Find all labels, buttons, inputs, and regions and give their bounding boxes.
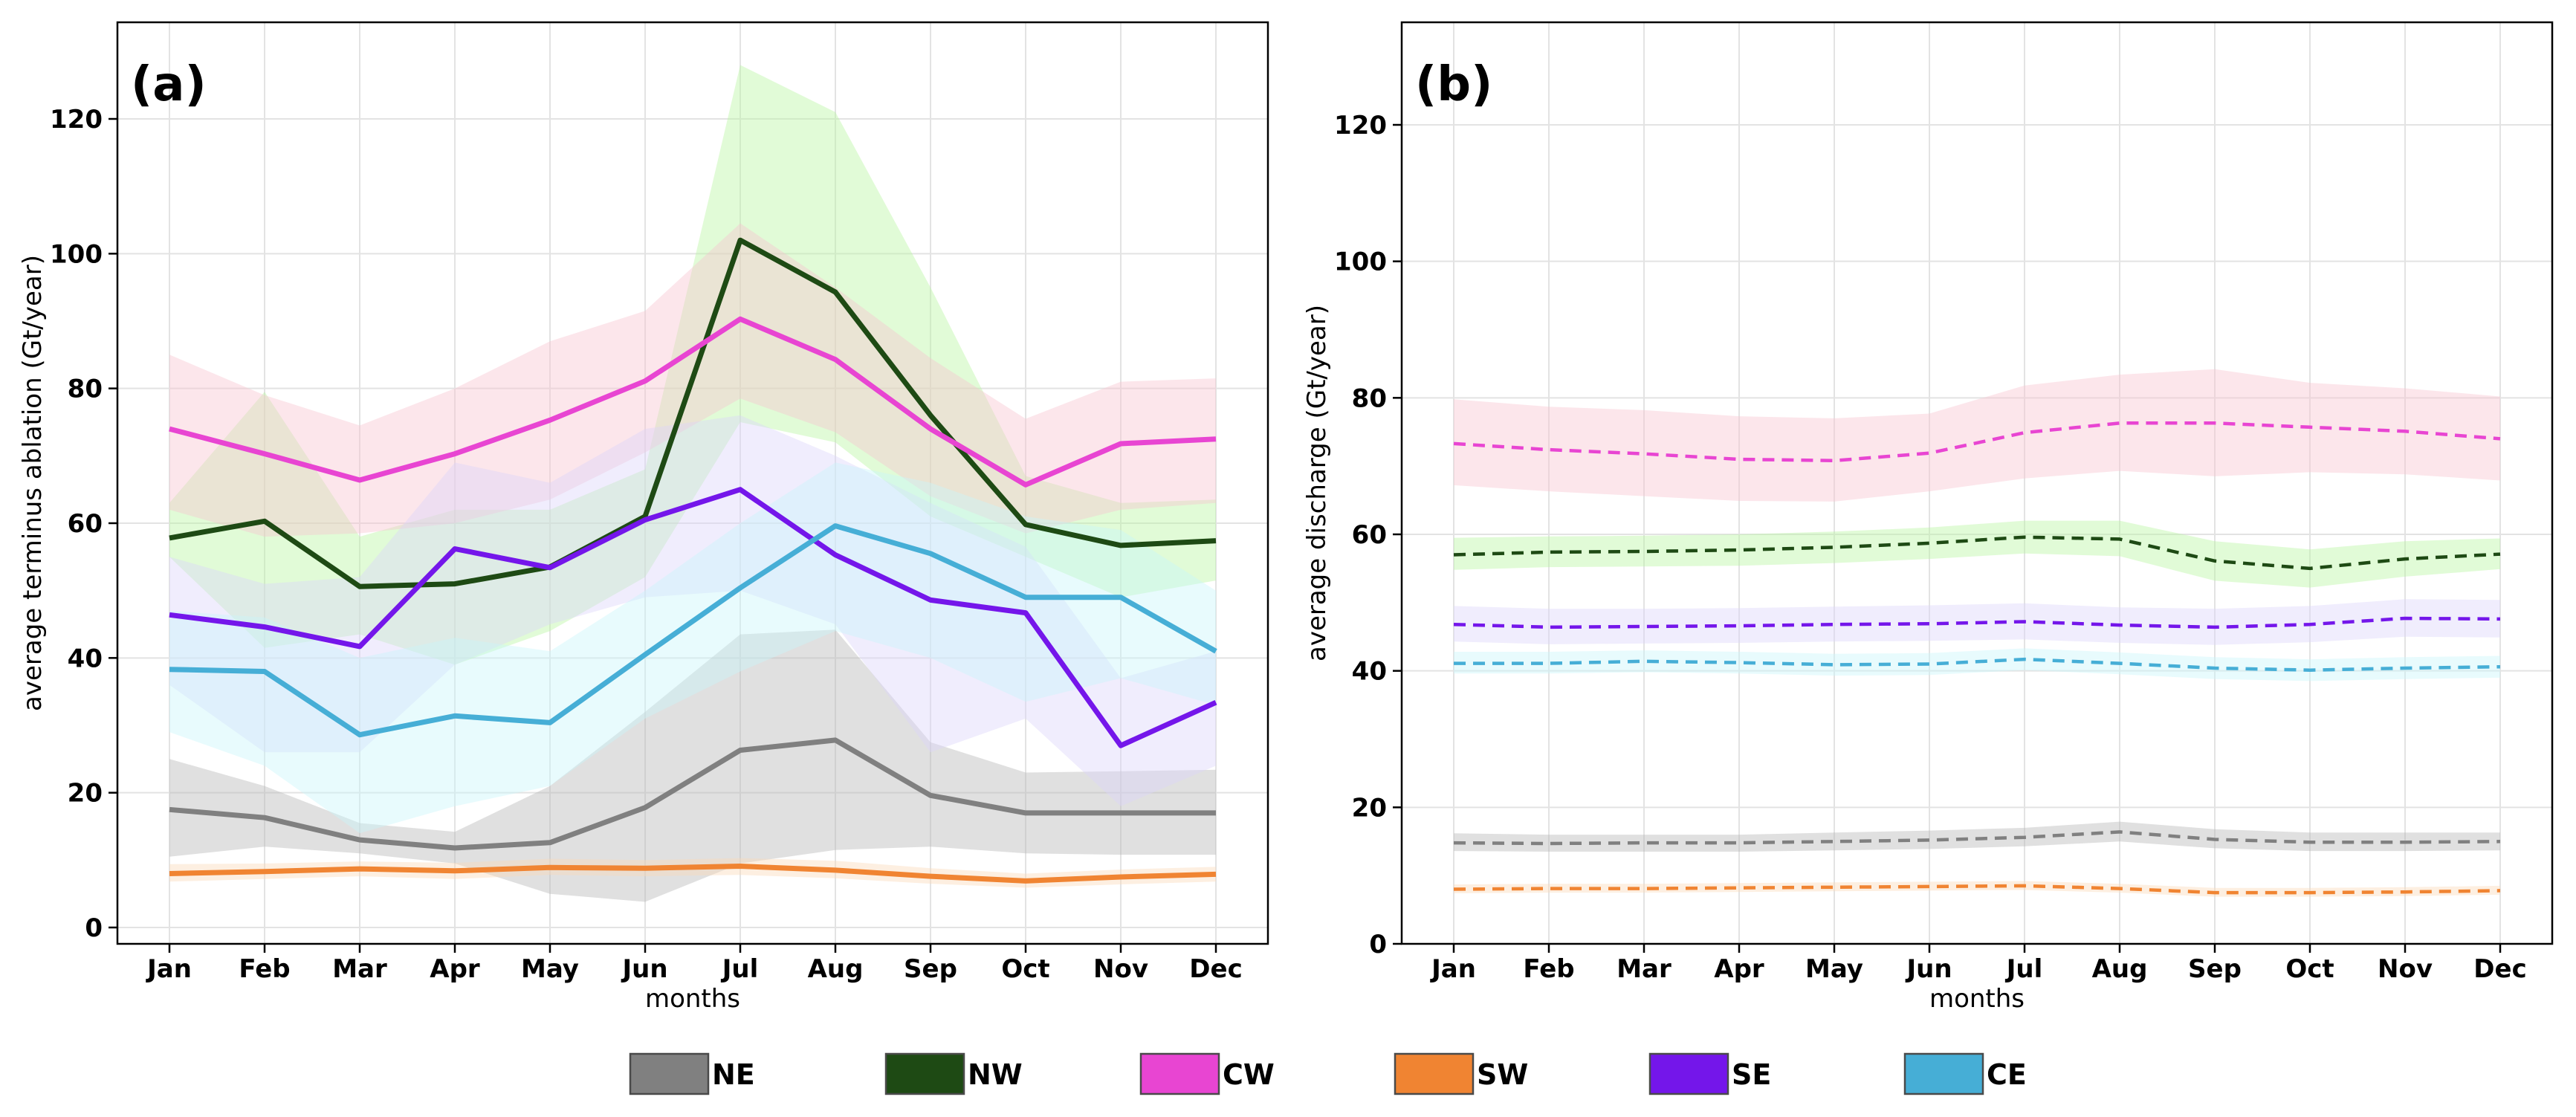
ytick-label-40: 40 [68,644,103,673]
legend-label-ne: NE [712,1058,755,1091]
xtick-label-may: May [521,954,579,984]
band-ne [1454,821,2500,852]
xtick-label-sep: Sep [904,954,957,984]
series-line-sw [169,864,1217,884]
panel-label-a: (a) [131,57,207,112]
band-sw [1454,881,2500,897]
xtick-label-nov: Nov [2378,954,2433,984]
legend-swatch-ce [1903,1052,1984,1095]
ytick-label-40: 40 [1352,657,1387,687]
ytick-label-60: 60 [68,509,103,539]
panel-label-b: (b) [1415,57,1492,112]
series-line-nw [1453,535,2501,571]
xtick-label-mar: Mar [1617,954,1672,984]
xtick-label-aug: Aug [808,954,864,984]
xtick-label-oct: Oct [2285,954,2334,984]
x-axis-label-a: months [645,984,740,1014]
series-line-ce [1454,657,2501,672]
grid-b [1402,22,2552,945]
series-line-ne [169,737,1216,851]
series-line-cw [169,316,1217,488]
legend-label-se: SE [1732,1058,1771,1091]
grid-a [117,22,1268,944]
ytick-label-120: 120 [1334,111,1387,140]
series-line-ce [169,523,1217,738]
xtick-label-aug: Aug [2092,954,2148,984]
xtick-label-jul: Jul [2005,954,2043,984]
band-se [169,415,1216,806]
xtick-label-jun: Jun [1905,954,1952,984]
band-ce [169,462,1216,834]
xtick-label-mar: Mar [332,954,387,984]
band-nw [1454,520,2500,588]
xtick-label-may: May [1805,954,1863,984]
xtick-label-sep: Sep [2188,954,2242,984]
legend-label-nw: NW [968,1058,1023,1091]
ytick-label-0: 0 [85,913,103,943]
xtick-label-jul: Jul [721,954,759,984]
xtick-label-dec: Dec [2473,954,2526,984]
series-line-sw [1453,884,2501,895]
band-ce [1454,648,2500,681]
legend-swatch-nw [884,1052,965,1095]
series-line-nw [169,237,1217,589]
series-line-cw [1453,421,2501,463]
legend-label-sw: SW [1477,1058,1528,1091]
band-nw [169,65,1216,665]
xtick-label-nov: Nov [1093,954,1148,984]
xtick-label-feb: Feb [1523,954,1574,984]
panel-b-discharge: Jan Feb Mar Apr May Jun Jul Aug Sep Oct Nov Dec 0 20 4… [1302,21,2554,1014]
ytick-label-120: 120 [50,105,103,135]
band-cw [1454,369,2500,502]
xtick-label-jun: Jun [621,954,667,984]
xtick-label-jan: Jan [146,954,192,984]
series-line-ne [1453,830,2501,846]
legend-swatch-se [1648,1052,1729,1095]
x-axis-label-b: months [1929,984,2025,1014]
xtick-label-jan: Jan [1430,954,1476,984]
series-line-se [1453,616,2501,629]
xtick-label-oct: Oct [1001,954,1049,984]
ytick-label-60: 60 [1352,520,1387,550]
y-axis-label-b: average discharge (Gt/year) [1302,305,1332,661]
legend-label-cw: CW [1223,1058,1275,1091]
ytick-label-100: 100 [50,239,103,269]
band-ne [169,629,1216,902]
series-line-se [169,487,1217,748]
legend: NE NW CW SW SE CE [629,1052,2027,1095]
frame-b [1400,21,2554,945]
xtick-label-dec: Dec [1189,954,1242,984]
legend-swatch-cw [1139,1052,1220,1095]
legend-label-ce: CE [1987,1058,2027,1091]
y-axis-label-a: average terminus ablation (Gt/year) [18,255,48,711]
xtick-label-apr: Apr [1714,954,1764,984]
ytick-label-20: 20 [68,779,103,809]
frame-a [116,21,1269,945]
ytick-label-80: 80 [1352,383,1387,413]
plot-area-a [169,65,1217,902]
ytick-label-20: 20 [1352,793,1387,823]
band-sw [169,858,1216,888]
ytick-label-80: 80 [68,375,103,404]
xtick-label-apr: Apr [430,954,480,984]
legend-swatch-ne [629,1052,710,1095]
ytick-label-0: 0 [1369,930,1387,959]
panel-a-terminus-ablation: Jan Feb Mar Apr May Jun Jul Aug Sep Oct Nov Dec 0 20 4… [18,21,1269,1014]
ytick-label-100: 100 [1334,247,1387,277]
legend-swatch-sw [1394,1052,1475,1095]
plot-area-b [1453,369,2501,897]
xtick-label-feb: Feb [239,954,290,984]
